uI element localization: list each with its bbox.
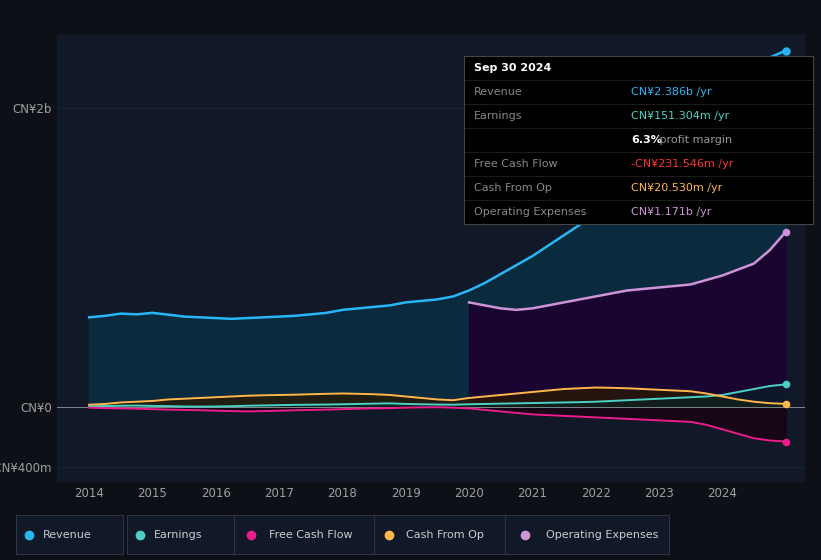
- Text: CN¥2.386b /yr: CN¥2.386b /yr: [631, 87, 712, 97]
- Text: CN¥20.530m /yr: CN¥20.530m /yr: [631, 183, 722, 193]
- Text: CN¥151.304m /yr: CN¥151.304m /yr: [631, 111, 730, 121]
- Text: Sep 30 2024: Sep 30 2024: [475, 63, 552, 73]
- Text: -CN¥231.546m /yr: -CN¥231.546m /yr: [631, 159, 734, 169]
- Point: [779, 227, 792, 236]
- Point: [779, 399, 792, 408]
- Point: [779, 46, 792, 55]
- Text: Operating Expenses: Operating Expenses: [546, 530, 658, 540]
- Point: [779, 380, 792, 389]
- Text: Cash From Op: Cash From Op: [406, 530, 484, 540]
- Text: Earnings: Earnings: [154, 530, 203, 540]
- Text: Operating Expenses: Operating Expenses: [475, 207, 587, 217]
- Text: Revenue: Revenue: [44, 530, 92, 540]
- Text: Earnings: Earnings: [475, 111, 523, 121]
- Text: CN¥1.171b /yr: CN¥1.171b /yr: [631, 207, 712, 217]
- Text: Free Cash Flow: Free Cash Flow: [475, 159, 558, 169]
- Text: 6.3%: 6.3%: [631, 135, 663, 145]
- Text: Free Cash Flow: Free Cash Flow: [268, 530, 352, 540]
- Text: profit margin: profit margin: [656, 135, 732, 145]
- Text: Revenue: Revenue: [475, 87, 523, 97]
- Point: [779, 437, 792, 446]
- Text: Cash From Op: Cash From Op: [475, 183, 553, 193]
